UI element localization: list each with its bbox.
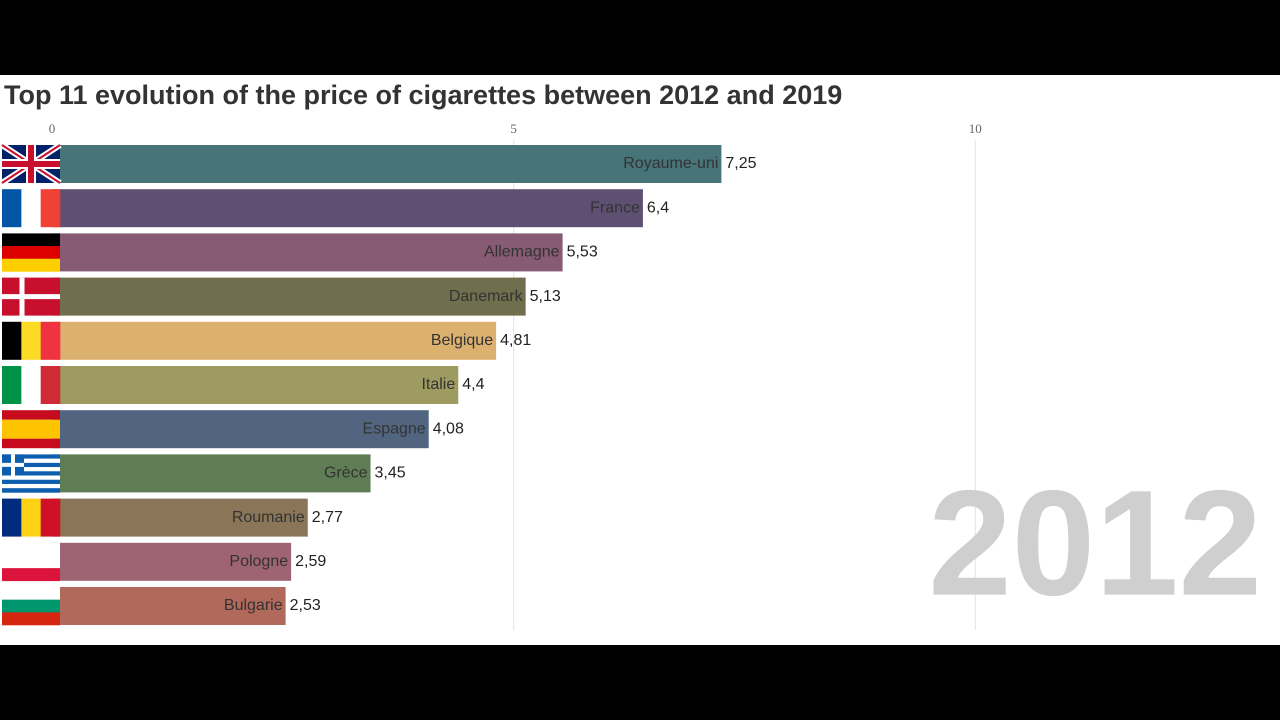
flag <box>40 189 61 228</box>
flag <box>21 366 41 404</box>
bar-category-label: France <box>590 199 640 216</box>
bar-category-label: Grèce <box>324 465 368 482</box>
x-tick-label: 0 <box>49 121 56 136</box>
bar <box>52 145 722 183</box>
flag <box>2 587 60 600</box>
value-label: 4,81 <box>500 332 531 349</box>
value-label: 2,59 <box>295 553 326 570</box>
bar-category-label: Danemark <box>449 288 524 305</box>
flag <box>2 483 60 489</box>
flag <box>2 258 60 272</box>
flag <box>2 366 22 404</box>
flag <box>2 277 60 316</box>
value-label: 5,13 <box>530 288 561 305</box>
bar-category-label: Pologne <box>229 553 288 570</box>
flag <box>2 410 60 420</box>
bar-category-label: Roumanie <box>232 509 305 526</box>
x-tick-label: 10 <box>969 121 982 136</box>
flag <box>40 321 61 360</box>
flag <box>2 419 60 439</box>
bar <box>52 454 371 493</box>
value-label: 2,53 <box>290 597 321 614</box>
value-label: 2,77 <box>312 509 343 526</box>
x-tick-label: 5 <box>510 121 517 136</box>
flag <box>21 498 41 537</box>
value-label: 4,4 <box>462 376 484 393</box>
bar <box>52 233 563 272</box>
flag <box>2 454 60 459</box>
bar-category-label: Royaume-uni <box>623 155 718 172</box>
flag <box>2 467 60 472</box>
flag <box>2 475 60 481</box>
flag <box>2 568 60 582</box>
bar-category-label: Belgique <box>431 332 493 349</box>
flag <box>2 612 60 626</box>
flag <box>2 458 60 464</box>
flag <box>2 321 22 360</box>
flag <box>2 599 60 613</box>
bar <box>52 542 292 581</box>
flag <box>2 145 60 183</box>
bar <box>52 366 459 404</box>
flag <box>2 498 22 537</box>
flag <box>2 454 24 476</box>
chart-title: Top 11 evolution of the price of cigaret… <box>4 80 842 110</box>
bar <box>52 587 286 625</box>
flag <box>2 555 60 569</box>
year-label: 2012 <box>928 459 1262 627</box>
bar <box>52 410 429 449</box>
bar <box>52 277 526 316</box>
flag <box>2 471 60 476</box>
flag <box>2 246 60 260</box>
flag <box>2 233 60 247</box>
bar-category-label: Espagne <box>363 420 426 437</box>
bar <box>52 189 643 228</box>
value-label: 7,25 <box>725 155 756 172</box>
flag <box>2 479 60 485</box>
bar-category-label: Bulgarie <box>224 597 283 614</box>
bar-category-label: Italie <box>421 376 455 393</box>
flag <box>2 189 22 228</box>
bar <box>52 321 497 360</box>
value-label: 5,53 <box>567 244 598 261</box>
flag <box>2 488 60 493</box>
flag <box>2 542 60 556</box>
flag <box>2 438 60 449</box>
flag <box>21 189 41 228</box>
bar-category-label: Allemagne <box>484 244 560 261</box>
value-label: 4,08 <box>433 420 464 437</box>
flag <box>2 462 60 468</box>
value-label: 6,4 <box>647 199 669 216</box>
flag <box>40 498 61 537</box>
value-label: 3,45 <box>375 465 406 482</box>
flag <box>40 366 61 404</box>
flag <box>21 321 41 360</box>
bar <box>52 498 308 537</box>
